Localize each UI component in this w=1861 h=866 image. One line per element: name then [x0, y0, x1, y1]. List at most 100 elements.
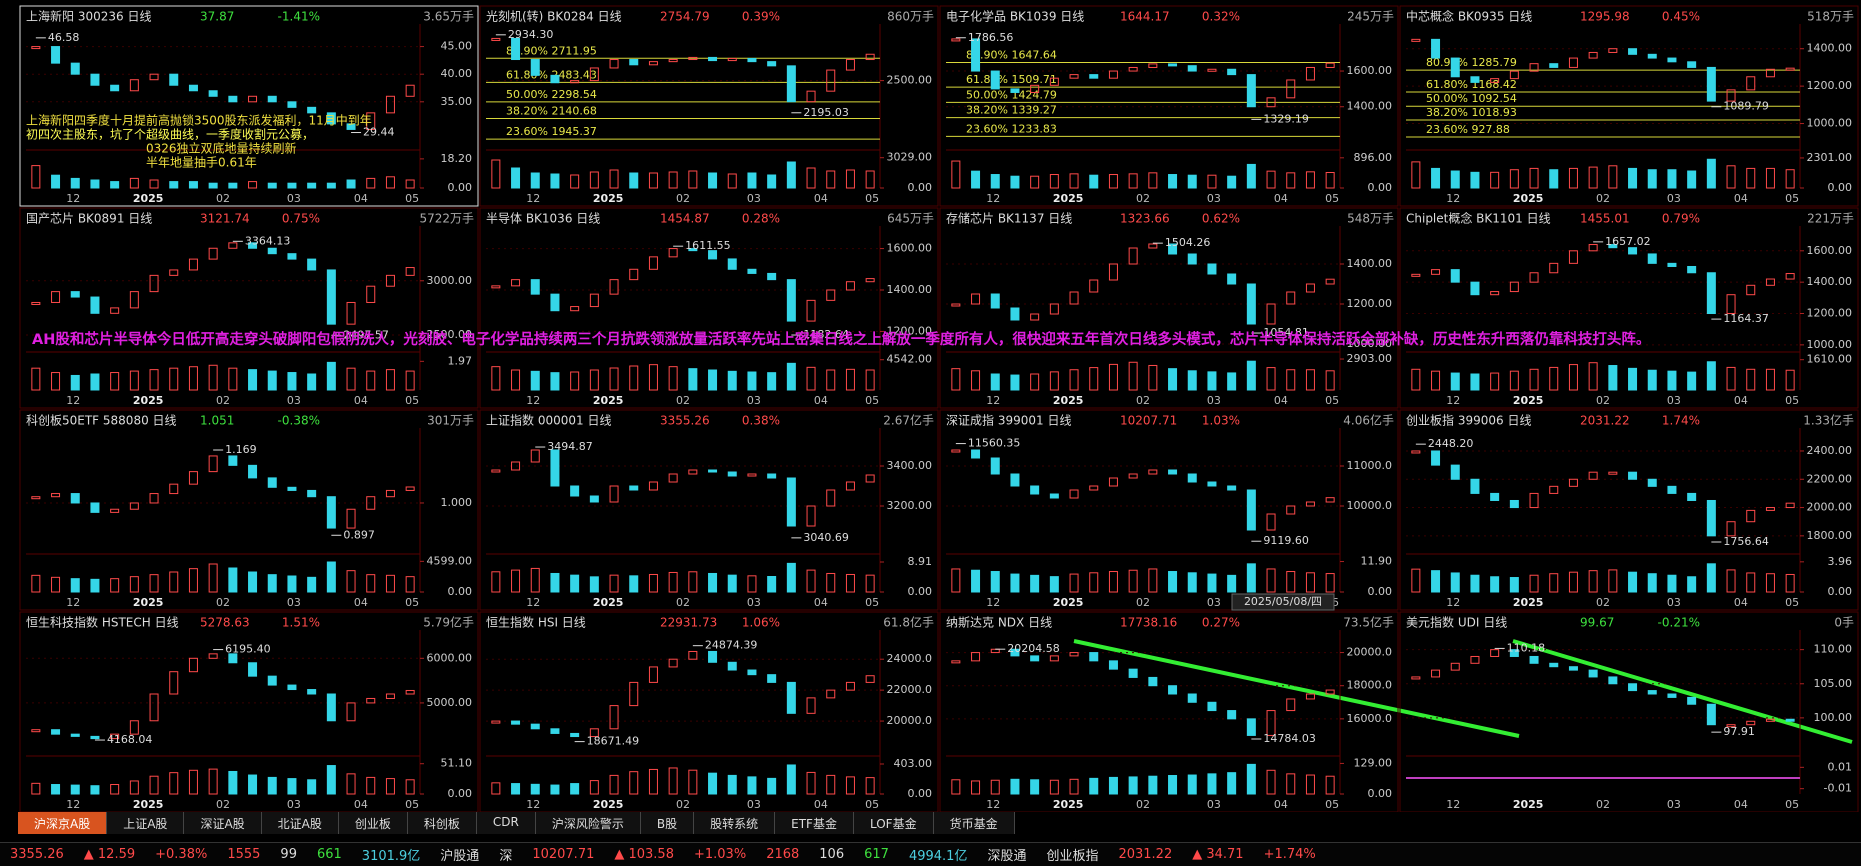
volume-bar: [747, 172, 757, 189]
volume-bar: [129, 576, 139, 593]
volume-bar: [1069, 173, 1079, 189]
candle: [326, 496, 336, 529]
x-tick-label: 05: [405, 596, 419, 609]
panel-price: 1455.01: [1580, 212, 1630, 226]
candle: [1266, 710, 1276, 736]
candle: [90, 735, 100, 740]
y-tick-label: 20000.0: [1347, 646, 1393, 659]
volume-bar: [1549, 573, 1559, 593]
tab[interactable]: 科创板: [407, 812, 477, 834]
volume-bar: [1286, 369, 1296, 391]
volume-bar: [90, 373, 100, 391]
candle: [550, 293, 560, 312]
volume-bar: [1246, 163, 1256, 189]
candle: [1746, 509, 1756, 523]
volume-bar: [1207, 371, 1217, 391]
tab[interactable]: 深证A股: [184, 812, 262, 834]
volume-bar: [1030, 779, 1040, 795]
tab[interactable]: LOF基金: [853, 812, 934, 834]
candle: [1785, 502, 1795, 509]
candle: [169, 73, 179, 86]
candle: [287, 101, 297, 108]
candle: [708, 650, 718, 663]
tab[interactable]: 沪深风险警示: [535, 812, 641, 834]
volume-bar: [845, 169, 855, 189]
tab[interactable]: 创业板: [338, 812, 408, 834]
tab[interactable]: B股: [640, 812, 695, 834]
candle: [589, 728, 599, 738]
y-tick-label: 1000.00: [1347, 337, 1393, 350]
candle: [1470, 655, 1480, 664]
connect-label[interactable]: 沪股通: [440, 849, 480, 864]
panel-title: 半导体 BK1036 日线: [486, 212, 600, 226]
candle: [1509, 70, 1519, 80]
x-tick-label: 05: [405, 798, 419, 811]
candle: [708, 469, 718, 473]
flat-count: 106: [819, 847, 845, 862]
volume-bar: [530, 567, 540, 593]
volume-bar: [1687, 371, 1697, 391]
candle: [346, 508, 356, 529]
candle: [110, 508, 120, 513]
candle: [1687, 265, 1697, 274]
index-pct: +0.38%: [155, 847, 208, 862]
tab[interactable]: 股转系统: [694, 812, 776, 834]
tab[interactable]: 上证A股: [107, 812, 185, 834]
x-tick-label: 05: [1325, 798, 1339, 811]
volume-bar: [1450, 372, 1460, 391]
candle: [188, 258, 198, 271]
volume-bar: [1305, 369, 1315, 391]
x-tick-label: 2025: [133, 394, 164, 407]
tab[interactable]: CDR: [476, 812, 536, 834]
candle: [1108, 660, 1118, 670]
panel-price: 17738.16: [1120, 616, 1177, 630]
candle: [1647, 690, 1657, 695]
x-tick-label: 2025: [1513, 394, 1544, 407]
panel-frame: [19, 611, 479, 812]
candle: [1286, 291, 1296, 305]
candle: [570, 80, 580, 84]
extreme-label: 6195.40: [225, 643, 271, 656]
candle: [1785, 718, 1795, 722]
connect-label[interactable]: 深股通: [987, 849, 1027, 864]
x-tick-label: 2025: [1053, 596, 1084, 609]
candle: [1470, 281, 1480, 296]
tab[interactable]: 货币基金: [933, 812, 1015, 834]
vol-tick-label: 3.96: [1828, 555, 1853, 568]
panel-frame: [479, 207, 939, 409]
volume-bar: [668, 171, 678, 189]
volume-bar: [169, 181, 179, 189]
y-tick-label: 3400.00: [887, 459, 933, 472]
candle: [1490, 649, 1500, 657]
x-tick-label: 03: [1207, 798, 1221, 811]
tab[interactable]: ETF基金: [775, 812, 854, 834]
volume-bar: [51, 576, 61, 593]
candle: [1431, 450, 1441, 466]
candle: [1509, 499, 1519, 509]
panel-frame: [19, 5, 479, 207]
x-tick-label: 04: [1734, 192, 1748, 205]
candle: [385, 95, 395, 114]
candle: [1706, 272, 1716, 315]
volume-bar: [550, 572, 560, 593]
panel-title: 存储芯片 BK1137 日线: [946, 211, 1072, 226]
tab[interactable]: 北证A股: [261, 812, 339, 834]
panel-volume: 1.33亿手: [1803, 413, 1854, 428]
tab[interactable]: 沪深京A股: [18, 812, 108, 834]
volume-bar: [1128, 776, 1138, 795]
candle: [287, 684, 297, 691]
x-tick-label: 12: [1446, 394, 1460, 407]
volume-bar: [307, 779, 317, 795]
fib-label: 50.00% 2298.54: [506, 88, 597, 101]
volume-bar: [188, 366, 198, 391]
extreme-label: 1164.37: [1723, 312, 1769, 325]
extreme-label: 11560.35: [968, 437, 1021, 450]
volume-bar: [1470, 373, 1480, 391]
extreme-label: 1054.81: [1263, 326, 1309, 339]
x-tick-label: 03: [1207, 192, 1221, 205]
volume-bar: [629, 365, 639, 391]
candle: [51, 46, 61, 64]
panel-price: 5278.63: [200, 616, 250, 630]
candle: [1568, 478, 1578, 487]
candle: [629, 59, 639, 66]
